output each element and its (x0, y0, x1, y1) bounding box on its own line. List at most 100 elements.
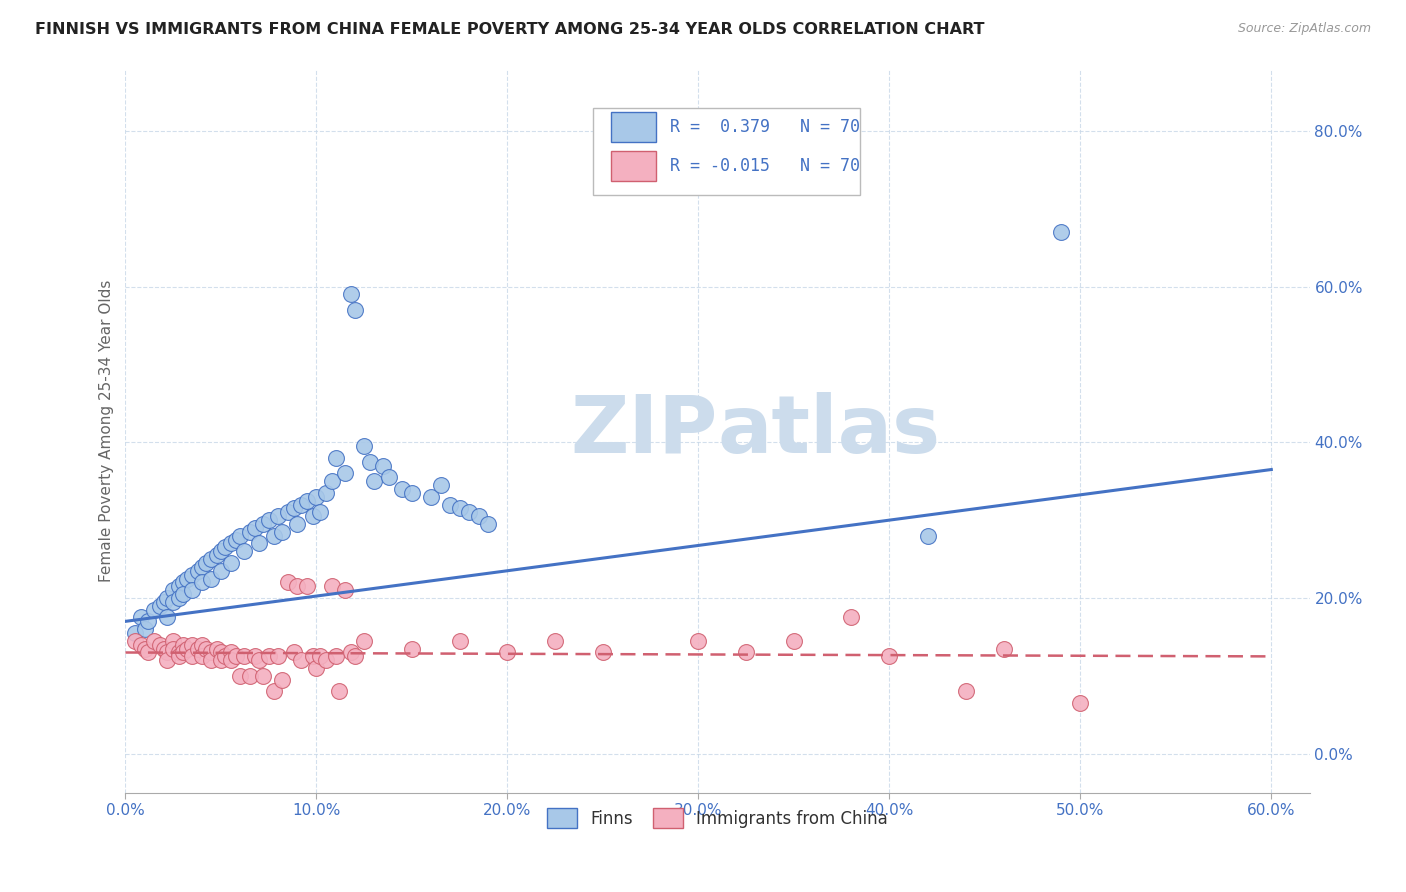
Point (200, 572, 222, 586)
Point (458, 505, 481, 519)
Point (200, 552, 222, 566)
Point (138, 615, 160, 629)
Point (167, 579, 190, 593)
Point (277, 505, 299, 519)
Point (496, 646, 519, 660)
Point (200, 646, 222, 660)
Point (321, 579, 343, 593)
Point (592, 646, 614, 660)
Point (152, 641, 174, 656)
Point (305, 661, 328, 675)
Text: ZIP: ZIP (571, 392, 717, 469)
Point (301, 509, 323, 524)
Point (143, 602, 166, 616)
Point (429, 478, 451, 492)
Point (257, 513, 280, 527)
Point (232, 544, 254, 558)
Point (468, 509, 491, 524)
Point (247, 536, 270, 550)
Text: R =  0.379   N = 70: R = 0.379 N = 70 (671, 118, 860, 136)
Point (219, 653, 242, 667)
Point (225, 533, 247, 547)
Point (156, 610, 179, 624)
Point (162, 641, 184, 656)
Point (209, 544, 232, 558)
Point (267, 509, 290, 524)
Point (176, 641, 198, 656)
Point (167, 591, 190, 605)
Point (181, 567, 204, 582)
Point (239, 669, 262, 683)
Point (917, 529, 939, 543)
FancyBboxPatch shape (612, 151, 657, 181)
Point (124, 626, 146, 640)
Point (688, 633, 710, 648)
Point (267, 649, 290, 664)
Point (232, 649, 254, 664)
Point (167, 646, 190, 660)
Point (239, 524, 262, 539)
Point (156, 646, 179, 660)
Point (143, 633, 166, 648)
Point (200, 653, 222, 667)
Point (181, 638, 204, 652)
Point (156, 653, 179, 667)
Point (162, 633, 184, 648)
Point (363, 474, 385, 488)
Point (181, 583, 204, 598)
Point (149, 638, 172, 652)
Point (439, 498, 461, 512)
Point (401, 641, 423, 656)
Text: R = -0.015   N = 70: R = -0.015 N = 70 (671, 157, 860, 176)
Point (544, 633, 567, 648)
FancyBboxPatch shape (612, 112, 657, 143)
Point (156, 591, 179, 605)
Point (343, 649, 366, 664)
Point (172, 575, 194, 590)
Point (1050, 225, 1073, 239)
Point (333, 583, 356, 598)
Point (229, 669, 252, 683)
Point (172, 587, 194, 601)
Point (205, 641, 228, 656)
Point (219, 646, 242, 660)
Point (295, 579, 318, 593)
Point (309, 505, 332, 519)
Text: atlas: atlas (717, 392, 941, 469)
Point (315, 653, 337, 667)
Point (839, 610, 862, 624)
Point (134, 641, 156, 656)
Point (373, 458, 395, 473)
Point (449, 633, 471, 648)
Text: Source: ZipAtlas.com: Source: ZipAtlas.com (1237, 22, 1371, 36)
Point (477, 516, 499, 531)
Point (263, 529, 285, 543)
Y-axis label: Female Poverty Among 25-34 Year Olds: Female Poverty Among 25-34 Year Olds (100, 279, 114, 582)
Point (229, 529, 252, 543)
Point (219, 556, 242, 570)
Point (191, 575, 214, 590)
Point (285, 516, 308, 531)
Point (1069, 696, 1091, 710)
Point (219, 536, 242, 550)
Text: FINNISH VS IMMIGRANTS FROM CHINA FEMALE POVERTY AMONG 25-34 YEAR OLDS CORRELATIO: FINNISH VS IMMIGRANTS FROM CHINA FEMALE … (35, 22, 984, 37)
Point (257, 649, 280, 664)
Point (271, 524, 294, 539)
Point (340, 646, 363, 660)
Point (214, 541, 236, 555)
Point (205, 548, 228, 562)
Point (295, 493, 318, 508)
Point (353, 439, 375, 453)
Point (343, 302, 366, 317)
Point (301, 649, 323, 664)
Point (305, 490, 328, 504)
Point (134, 622, 156, 636)
Point (152, 595, 174, 609)
Point (271, 673, 294, 687)
Point (138, 646, 160, 660)
Point (209, 564, 232, 578)
Point (247, 653, 270, 667)
Point (214, 649, 236, 664)
Point (955, 684, 977, 698)
Point (309, 649, 332, 664)
